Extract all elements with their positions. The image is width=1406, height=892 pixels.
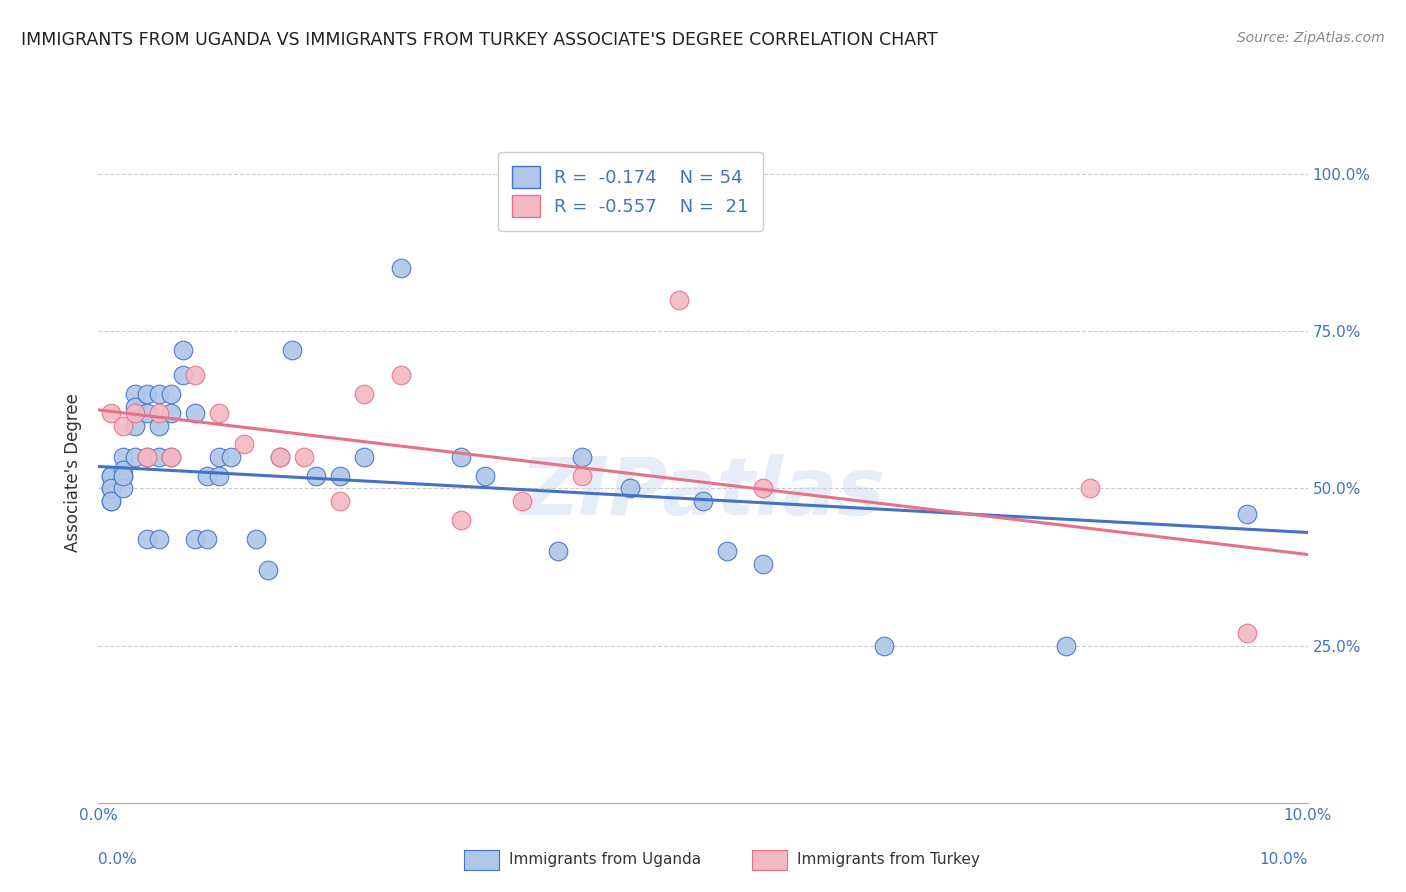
Point [100, 469, 122, 483]
Point [232, 437, 254, 451]
Point [571, 450, 593, 464]
Point [450, 513, 472, 527]
Point [135, 387, 157, 401]
Point [269, 450, 291, 464]
Point [160, 387, 183, 401]
Point [281, 343, 304, 358]
Point [111, 469, 134, 483]
Point [148, 450, 170, 464]
Point [160, 406, 183, 420]
Point [100, 482, 122, 496]
Text: ZIPatlas: ZIPatlas [520, 453, 886, 532]
Point [208, 469, 231, 483]
Point [148, 532, 170, 546]
Point [208, 450, 231, 464]
Text: Source: ZipAtlas.com: Source: ZipAtlas.com [1237, 31, 1385, 45]
Point [148, 418, 170, 433]
Point [716, 544, 738, 558]
Point [124, 406, 146, 420]
Point [100, 469, 122, 483]
Point [221, 450, 243, 464]
Point [160, 450, 183, 464]
Y-axis label: Associate's Degree: Associate's Degree [65, 393, 83, 552]
Point [292, 450, 315, 464]
Point [184, 406, 207, 420]
Point [510, 494, 533, 508]
Point [752, 557, 775, 571]
Point [305, 469, 328, 483]
Point [1236, 626, 1258, 640]
Point [148, 406, 170, 420]
Point [474, 469, 496, 483]
Point [389, 261, 412, 276]
Point [1236, 507, 1258, 521]
Point [111, 418, 134, 433]
Point [329, 469, 352, 483]
Point [353, 450, 375, 464]
Point [1078, 482, 1101, 496]
Point [124, 418, 146, 433]
Point [148, 387, 170, 401]
Point [195, 532, 218, 546]
Point [873, 639, 896, 653]
Text: 10.0%: 10.0% [1260, 853, 1308, 867]
Point [668, 293, 690, 307]
Point [389, 368, 412, 383]
Point [269, 450, 291, 464]
Point [100, 494, 122, 508]
Point [124, 400, 146, 414]
Point [172, 343, 194, 358]
Point [692, 494, 714, 508]
Point [135, 450, 157, 464]
Point [100, 494, 122, 508]
Point [160, 450, 183, 464]
Point [450, 450, 472, 464]
Point [752, 482, 775, 496]
Point [195, 469, 218, 483]
Point [124, 387, 146, 401]
Point [111, 469, 134, 483]
Legend: R =  -0.174    N = 54, R =  -0.557    N =  21: R = -0.174 N = 54, R = -0.557 N = 21 [498, 152, 763, 231]
Text: 0.0%: 0.0% [98, 853, 138, 867]
Point [135, 406, 157, 420]
Point [111, 462, 134, 476]
Point [111, 450, 134, 464]
Point [100, 406, 122, 420]
Point [256, 563, 278, 577]
Text: IMMIGRANTS FROM UGANDA VS IMMIGRANTS FROM TURKEY ASSOCIATE'S DEGREE CORRELATION : IMMIGRANTS FROM UGANDA VS IMMIGRANTS FRO… [21, 31, 938, 49]
Point [124, 450, 146, 464]
Point [329, 494, 352, 508]
Text: Immigrants from Turkey: Immigrants from Turkey [797, 853, 980, 867]
Point [184, 368, 207, 383]
Point [245, 532, 267, 546]
Point [547, 544, 569, 558]
Point [184, 532, 207, 546]
Point [1054, 639, 1077, 653]
Point [353, 387, 375, 401]
Point [135, 532, 157, 546]
Point [172, 368, 194, 383]
Point [619, 482, 641, 496]
Text: Immigrants from Uganda: Immigrants from Uganda [509, 853, 702, 867]
Point [111, 482, 134, 496]
Point [100, 482, 122, 496]
Point [135, 450, 157, 464]
Point [208, 406, 231, 420]
Point [571, 469, 593, 483]
